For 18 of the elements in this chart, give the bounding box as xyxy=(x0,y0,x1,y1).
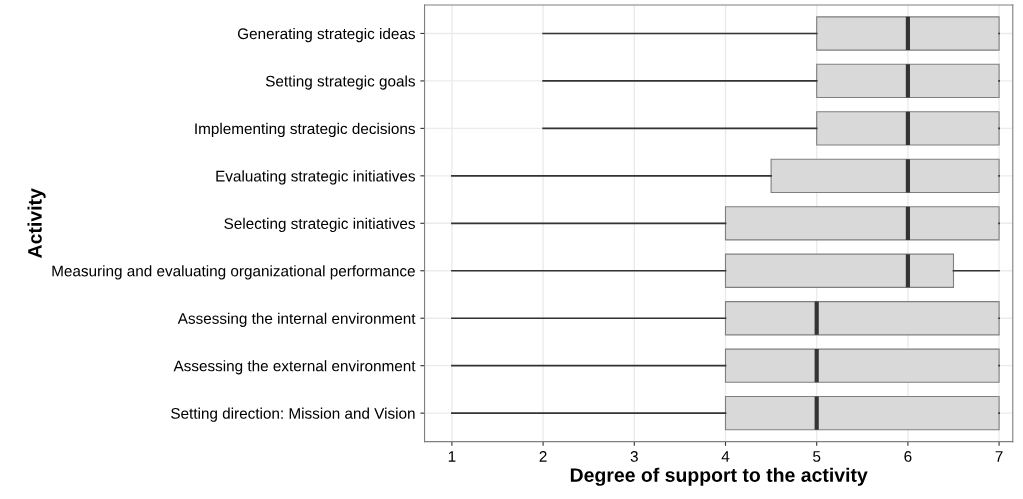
x-tick-label: 2 xyxy=(539,451,547,462)
y-axis-title: Activity xyxy=(27,188,46,258)
y-tick-label: Implementing strategic decisions xyxy=(195,122,415,138)
y-tick-label: Setting direction: Mission and Vision xyxy=(171,407,415,422)
y-tick-label: Selecting strategic initiatives xyxy=(224,217,415,233)
x-tick-label: 3 xyxy=(630,451,638,462)
y-tick-label: Assessing the external environment xyxy=(173,360,416,375)
x-tick-label: 1 xyxy=(448,451,456,462)
y-tick-label: Generating strategic ideas xyxy=(237,27,415,43)
y-tick-label: Assessing the internal environment xyxy=(177,312,416,327)
y-tick-label: Setting strategic goals xyxy=(265,75,415,90)
x-tick-label: 7 xyxy=(995,451,1003,462)
x-tick-label: 5 xyxy=(813,451,821,462)
y-tick-label: Evaluating strategic initiatives xyxy=(216,170,415,185)
x-tick-label: 6 xyxy=(904,451,912,462)
x-tick-label: 4 xyxy=(721,451,730,462)
x-axis-title: Degree of support to the activity xyxy=(570,467,868,486)
y-tick-label: Measuring and evaluating organizational performance xyxy=(52,265,415,280)
